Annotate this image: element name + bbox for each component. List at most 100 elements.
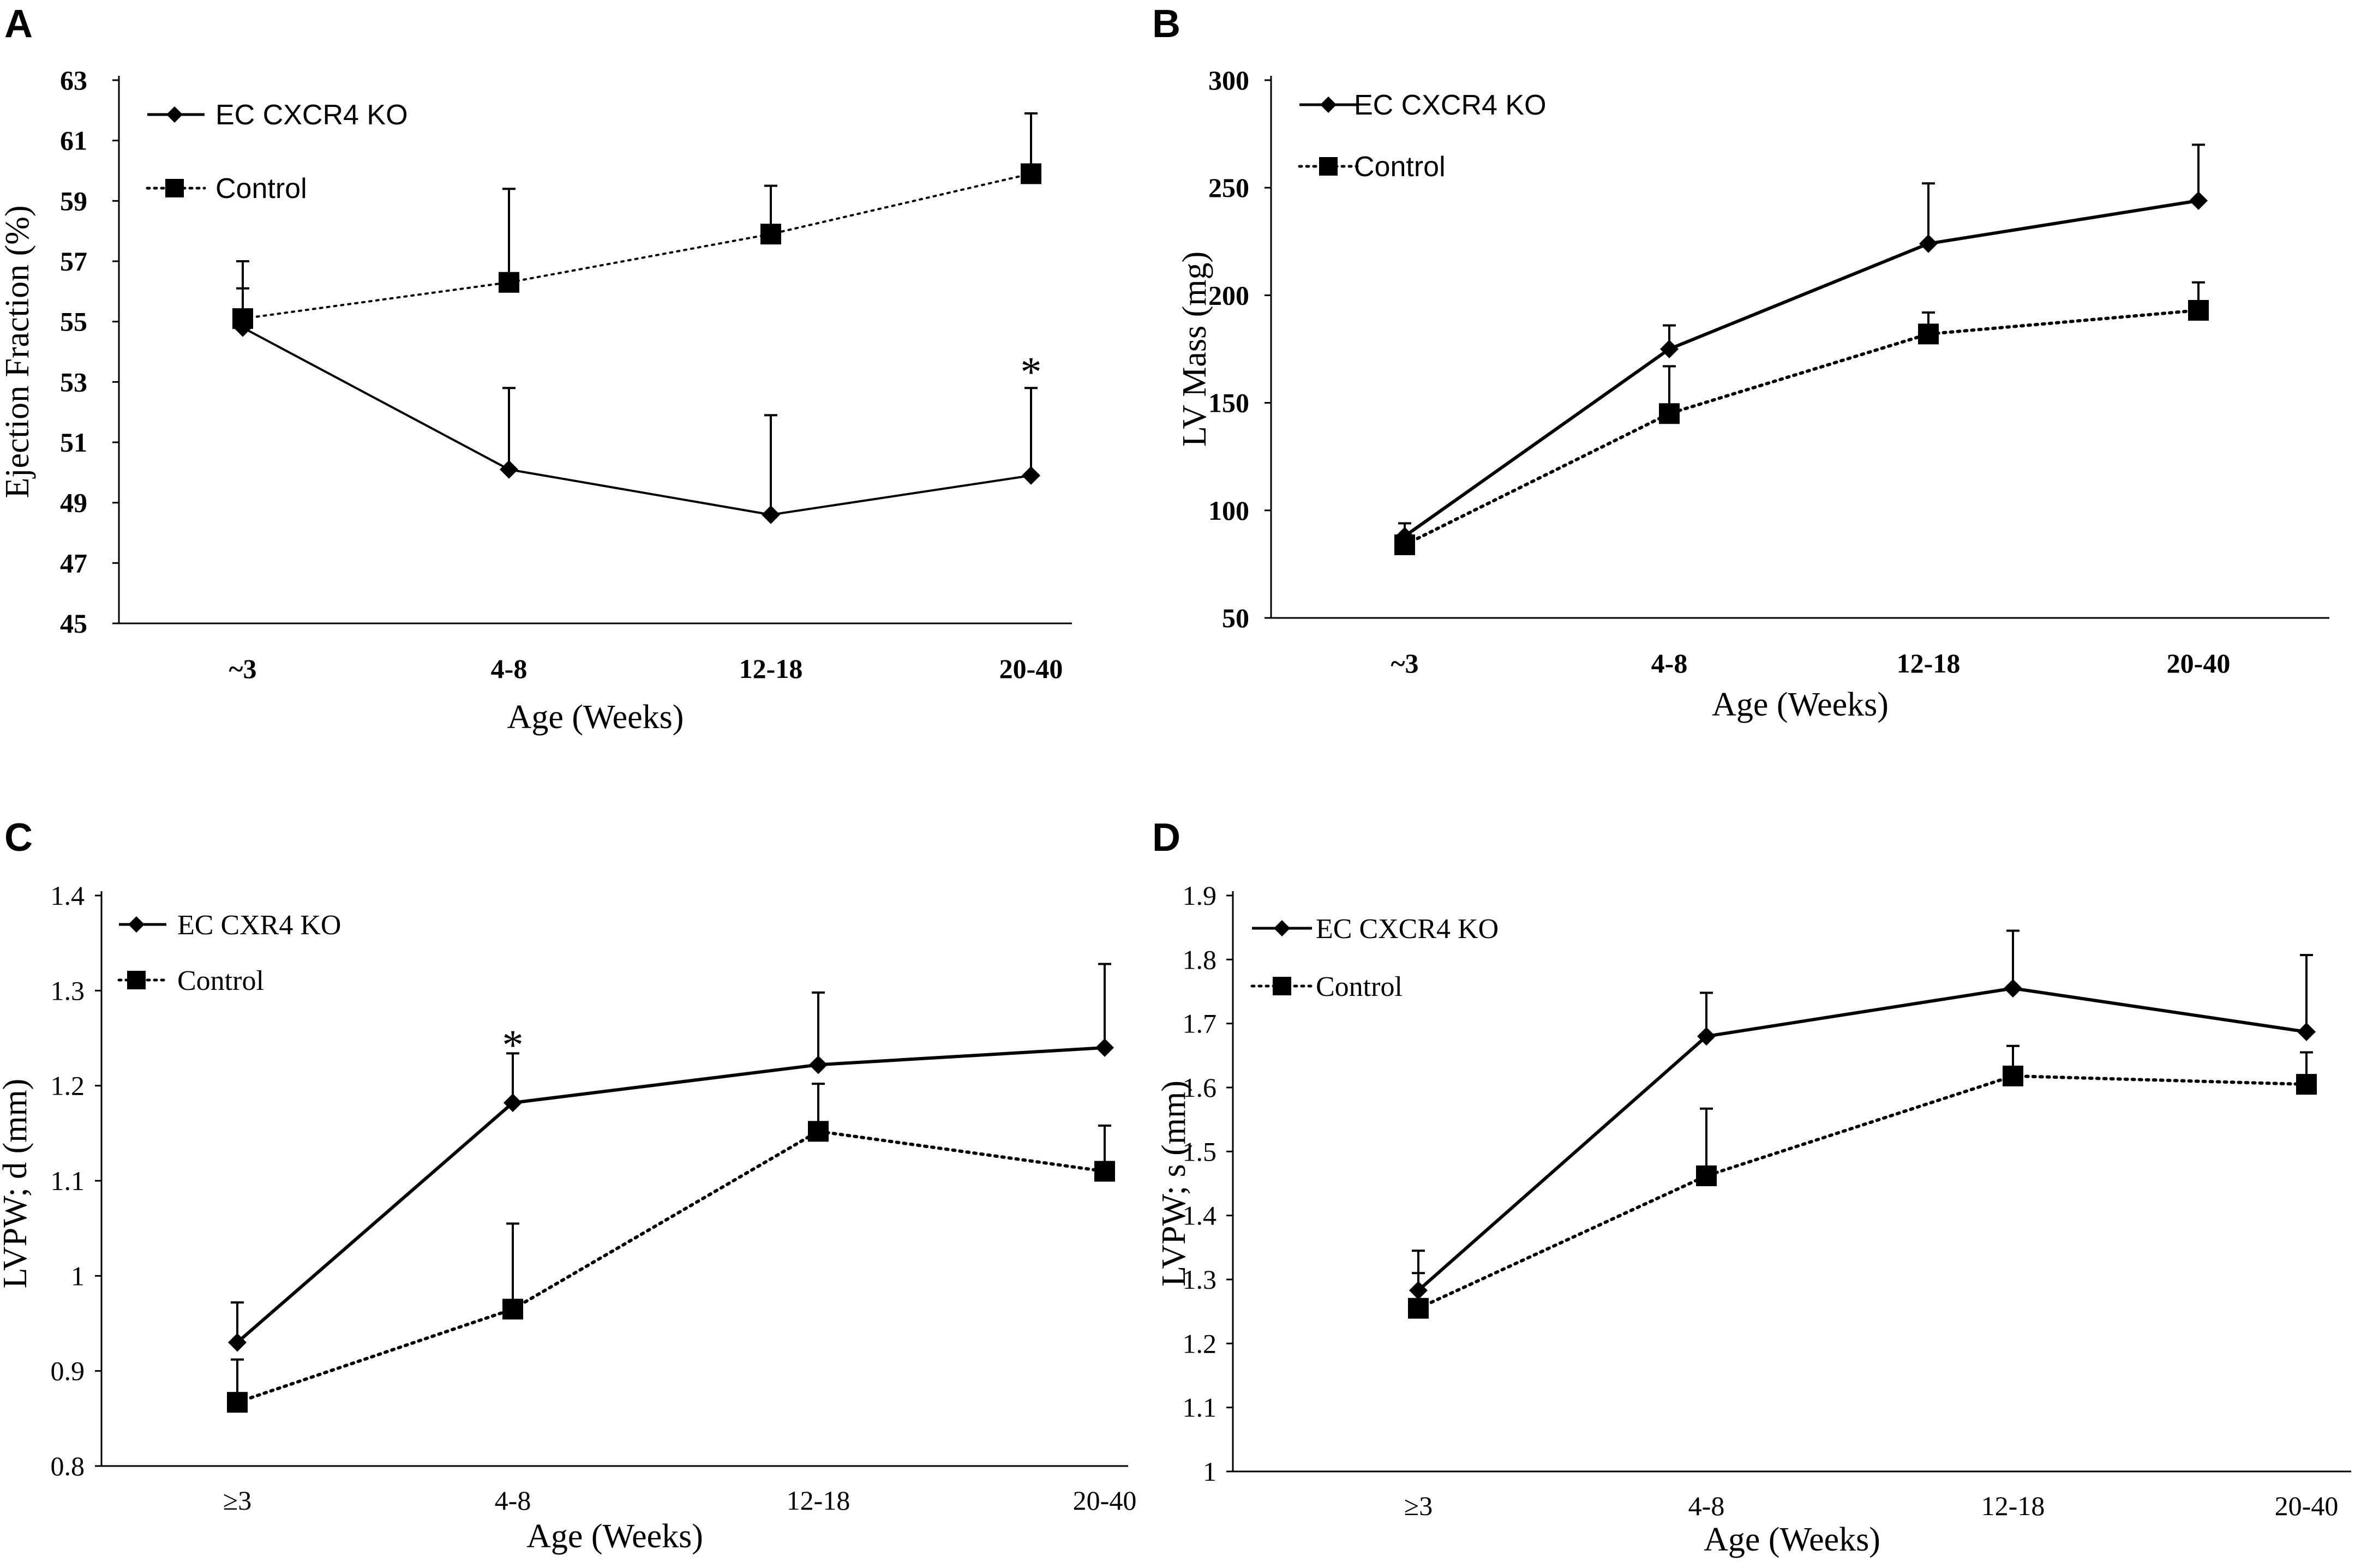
data-point xyxy=(1659,403,1680,424)
legend-marker xyxy=(1319,157,1338,176)
y-tick-label: 1 xyxy=(1203,1456,1217,1487)
x-tick-label: 12-18 xyxy=(1981,1491,2045,1521)
legend-marker xyxy=(127,971,146,989)
y-tick-label: 1.2 xyxy=(51,1071,85,1101)
x-tick-label: 20-40 xyxy=(2275,1491,2339,1521)
series-control xyxy=(232,112,1041,329)
data-point xyxy=(2003,1065,2023,1086)
legend-marker xyxy=(1320,97,1337,113)
y-axis-title: Ejection Fraction (%) xyxy=(0,205,36,498)
data-point xyxy=(1696,1165,1717,1186)
y-tick-label: 1.5 xyxy=(1183,1136,1217,1167)
y-tick-label: 1.4 xyxy=(1183,1200,1217,1231)
chart-panel-c: C 0.8 0.9 1 1.1 1.2 1.3 1.4 ≥3 4-8 12-18 20-40 Age (… xyxy=(0,816,1136,1555)
panel-letter: B xyxy=(1152,2,1181,46)
y-tick-label: 1.7 xyxy=(1183,1008,1217,1039)
legend-label: EC CXCR4 KO xyxy=(1316,914,1499,945)
x-axis-title: Age (Weeks) xyxy=(1712,686,1889,723)
data-point xyxy=(1022,466,1040,485)
legend-label: Control xyxy=(215,173,307,205)
data-point xyxy=(1660,340,1679,358)
y-tick-label: 49 xyxy=(60,488,87,518)
y-tick-label: 53 xyxy=(60,367,87,397)
series-line xyxy=(1417,987,2307,1292)
y-tick-label: 1.3 xyxy=(51,975,85,1006)
y-tick-label: 59 xyxy=(60,185,87,216)
data-point xyxy=(227,1392,248,1413)
legend-marker xyxy=(1274,920,1290,936)
x-tick-label: 12-18 xyxy=(739,653,803,684)
y-tick-label: 100 xyxy=(1208,495,1249,526)
data-point xyxy=(2004,979,2022,998)
y-tick-label: 50 xyxy=(1222,603,1249,633)
x-tick-label: ~3 xyxy=(229,653,256,684)
data-point xyxy=(1394,534,1415,555)
chart-panel-a: A 45 47 49 51 53 55 57 59 61 63 ~3 4-8 12-18 20-40 Age … xyxy=(0,2,1072,736)
series-control xyxy=(1394,281,2209,555)
data-point xyxy=(504,1094,522,1113)
x-tick-label: 20-40 xyxy=(999,653,1063,684)
y-tick-label: 1.2 xyxy=(1183,1328,1217,1359)
y-tick-label: 1.9 xyxy=(1183,880,1217,911)
legend: EC CXCR4 KO Control xyxy=(1298,89,1547,183)
y-tick-label: 150 xyxy=(1208,388,1249,418)
series-control xyxy=(1408,1044,2317,1319)
panel-letter: C xyxy=(4,816,33,860)
y-axis-title: LVPW; s (mm) xyxy=(1155,1080,1193,1287)
y-tick-label: 0.8 xyxy=(51,1451,85,1481)
x-axis-title: Age (Weeks) xyxy=(526,1518,703,1555)
data-point xyxy=(762,505,780,524)
series-line xyxy=(242,326,1032,516)
series-control xyxy=(227,1083,1115,1413)
x-tick-label: ≥3 xyxy=(223,1485,251,1516)
y-axis-title: LVPW; d (mm) xyxy=(0,1079,34,1289)
x-tick-label: 20-40 xyxy=(2167,648,2231,678)
data-point xyxy=(232,308,253,329)
series-line xyxy=(236,1130,1106,1404)
legend-label: EC CXCR4 KO xyxy=(215,99,408,131)
legend-label: Control xyxy=(1316,971,1403,1002)
y-tick-label: 55 xyxy=(60,307,87,337)
chart-panel-b: B 50 100 150 200 250 300 ~3 4-8 12-18 20-40 Age (We… xyxy=(1152,2,2329,723)
x-tick-label: ~3 xyxy=(1391,648,1418,678)
data-point xyxy=(228,1333,247,1352)
legend-marker xyxy=(166,106,183,123)
data-point xyxy=(2296,1074,2317,1095)
x-tick-label: 4-8 xyxy=(495,1485,531,1516)
data-point xyxy=(1408,1297,1429,1319)
data-point xyxy=(1918,323,1939,345)
legend: EC CXCR4 KO Control xyxy=(1250,914,1499,1002)
y-axis-title: LV Mass (mg) xyxy=(1176,251,1213,447)
x-tick-label: 12-18 xyxy=(1897,648,1961,678)
x-tick-label: 4-8 xyxy=(491,653,528,684)
data-point xyxy=(2297,1022,2316,1041)
y-tick-label: 47 xyxy=(60,548,87,578)
x-tick-label: 4-8 xyxy=(1651,648,1688,678)
significance-asterisk: * xyxy=(502,1021,524,1068)
y-tick-label: 61 xyxy=(60,125,87,156)
x-axis-title: Age (Weeks) xyxy=(507,699,684,736)
legend: EC CXCR4 KO Control xyxy=(146,99,408,205)
y-tick-label: 250 xyxy=(1208,172,1249,203)
y-tick-label: 57 xyxy=(60,246,87,277)
y-tick-label: 1 xyxy=(71,1260,85,1291)
legend-label: EC CXCR4 KO xyxy=(1354,89,1547,121)
panel-letter: D xyxy=(1152,816,1181,860)
legend-marker xyxy=(128,916,145,933)
y-tick-label: 1.3 xyxy=(1183,1264,1217,1295)
legend-label: Control xyxy=(1354,151,1446,183)
y-tick-label: 1.1 xyxy=(51,1166,85,1196)
data-point xyxy=(760,224,781,245)
series-ko xyxy=(1395,143,2208,546)
y-tick-label: 1.4 xyxy=(51,880,85,911)
data-point xyxy=(2189,191,2208,210)
y-tick-label: 45 xyxy=(60,608,87,639)
series-line xyxy=(1403,309,2200,546)
data-point xyxy=(2188,300,2209,321)
y-tick-label: 63 xyxy=(60,65,87,95)
y-tick-label: 200 xyxy=(1208,280,1249,310)
data-point xyxy=(1021,163,1041,184)
data-point xyxy=(500,460,518,479)
y-tick-label: 1.1 xyxy=(1183,1392,1217,1423)
